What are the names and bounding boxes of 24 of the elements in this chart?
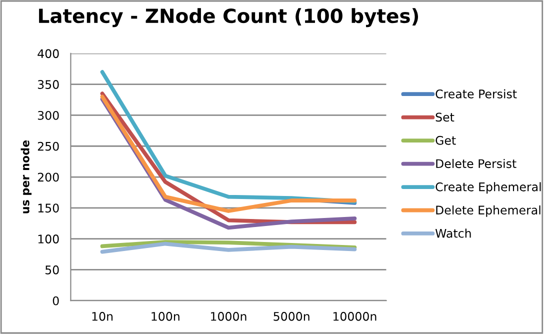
y-tick-label: 0 bbox=[52, 296, 59, 306]
legend-label: Set bbox=[436, 112, 454, 122]
chart-title: Latency - ZNode Count (100 bytes) bbox=[39, 8, 418, 28]
y-axis-title: us per node bbox=[20, 140, 32, 214]
legend-label: Create Ephemeral bbox=[436, 182, 541, 194]
line-series bbox=[100, 242, 357, 254]
x-tick-label: 100n bbox=[152, 312, 180, 321]
y-tick-label: 150 bbox=[38, 204, 59, 213]
y-tick-label: 250 bbox=[38, 142, 59, 151]
legend-label: Get bbox=[436, 136, 456, 145]
y-tick-label: 300 bbox=[38, 110, 59, 120]
y-tick-label: 100 bbox=[38, 234, 59, 244]
y-tick-label: 400 bbox=[38, 49, 59, 58]
legend-label: Create Persist bbox=[436, 89, 517, 98]
x-tick-label: 10000n bbox=[333, 312, 376, 321]
y-tick-label: 200 bbox=[38, 172, 59, 182]
legend-label: Delete Persist bbox=[436, 158, 516, 168]
legend-label: Watch bbox=[435, 228, 471, 238]
y-tick-label: 350 bbox=[38, 80, 59, 89]
x-tick-label: 10n bbox=[92, 312, 113, 321]
y-tick-label: 50 bbox=[46, 265, 59, 274]
x-tick-label: 5000n bbox=[274, 312, 310, 321]
legend-label: Delete Ephemeral bbox=[436, 205, 540, 217]
x-tick-label: 1000n bbox=[211, 312, 246, 321]
